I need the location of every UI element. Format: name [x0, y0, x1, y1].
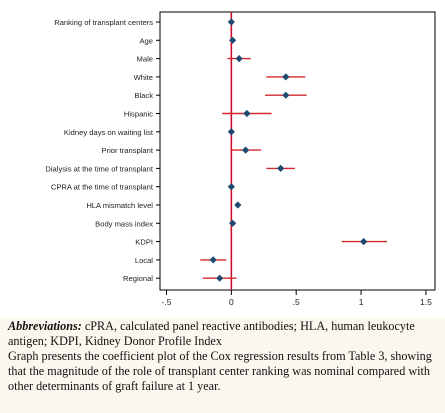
figure-caption: Abbreviations: cPRA, calculated panel re…	[8, 319, 440, 394]
estimate-marker	[243, 109, 251, 118]
coefficient-plot: -.5 0 .5 1 1.5 Ranking of transplant centers A…	[45, 11, 436, 307]
estimate-marker	[227, 183, 235, 191]
y-tick-label: CPRA at the time of transplant	[51, 183, 154, 192]
y-tick-label: White	[134, 73, 153, 82]
coefficient-plot-figure: -.5 0 .5 1 1.5 Ranking of transplant centers A…	[0, 0, 445, 318]
estimate-marker	[216, 274, 224, 282]
y-tick-label: Hispanic	[124, 110, 153, 119]
estimate-marker	[282, 91, 290, 99]
y-tick-label: Prior transplant	[102, 146, 154, 155]
x-tick-label: -.5	[162, 297, 172, 307]
y-tick-label: KDPI	[135, 238, 153, 247]
estimate-marker	[360, 238, 368, 246]
estimate-marker	[235, 55, 243, 63]
y-tick-label: Regional	[123, 274, 153, 283]
x-tick-label: 1	[359, 297, 364, 307]
y-tick-label: Kidney days on waiting list	[64, 128, 154, 137]
estimate-marker	[229, 219, 237, 227]
y-tick-label: Body mass index	[95, 219, 153, 228]
y-tick-label: Male	[137, 55, 153, 64]
estimate-marker	[227, 18, 235, 26]
estimate-marker	[282, 73, 290, 81]
y-tick-label: HLA mismatch level	[86, 201, 153, 210]
abbreviations-label: Abbreviations:	[8, 319, 82, 333]
y-tick-label: Ranking of transplant centers	[54, 18, 153, 27]
y-tick-label: Age	[139, 36, 153, 45]
x-tick-label: .5	[293, 297, 300, 307]
estimate-marker	[227, 128, 235, 136]
y-tick-label: Black	[134, 91, 153, 100]
estimate-marker	[277, 164, 285, 172]
x-tick-label: 0	[229, 297, 234, 307]
caption-description: Graph presents the coefficient plot of t…	[8, 349, 432, 393]
x-tick-label: 1.5	[420, 297, 432, 307]
y-tick-label: Dialysis at the time of transplant	[45, 164, 154, 173]
abbreviations-text: cPRA, calculated panel reactive antibodi…	[8, 319, 415, 348]
estimate-marker	[242, 146, 250, 154]
estimate-marker	[229, 36, 237, 44]
plot-frame	[159, 11, 436, 291]
estimate-marker	[234, 201, 242, 209]
y-tick-label: Local	[135, 256, 153, 265]
abbreviations-paragraph: Abbreviations: cPRA, calculated panel re…	[8, 319, 440, 349]
estimate-marker	[209, 256, 217, 264]
